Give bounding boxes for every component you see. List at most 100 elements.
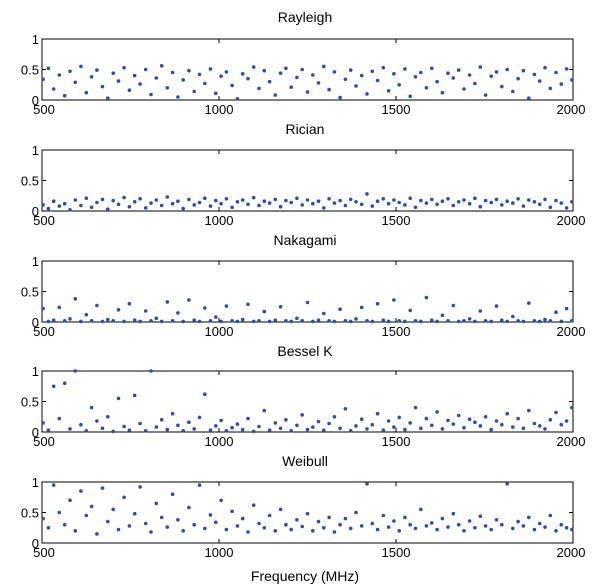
data-point — [143, 521, 148, 526]
data-point — [430, 197, 434, 202]
data-point — [79, 64, 83, 69]
data-point — [73, 529, 78, 533]
data-point — [397, 319, 402, 323]
data-point — [516, 197, 520, 201]
data-point — [187, 420, 191, 425]
data-point — [365, 427, 369, 431]
data-point — [219, 201, 223, 206]
y-tick-label: 1 — [32, 364, 39, 379]
data-point — [214, 315, 218, 319]
data-point — [446, 418, 450, 423]
data-point — [483, 415, 488, 419]
x-tick-label: 1000 — [205, 102, 234, 117]
data-point — [305, 198, 310, 202]
data-point — [111, 319, 115, 323]
panel-weibull: Weibull 500 1000 1500 2000 0 0.5 1 — [21, 453, 586, 560]
panel-title: Nakagami — [273, 232, 336, 248]
data-point — [159, 515, 164, 520]
data-point — [89, 405, 94, 410]
data-point — [95, 419, 99, 423]
data-point — [322, 311, 326, 316]
axes-frame — [41, 370, 574, 433]
data-point — [143, 67, 148, 72]
data-point — [489, 200, 494, 205]
data-point — [305, 427, 310, 432]
y-tick-label: 0 — [32, 536, 39, 551]
data-point — [62, 93, 67, 98]
data-point — [235, 97, 240, 101]
data-point — [332, 415, 337, 419]
data-point — [278, 426, 283, 431]
data-point — [473, 81, 477, 86]
data-point — [165, 195, 170, 199]
data-point — [106, 207, 110, 211]
data-point — [95, 68, 99, 72]
data-point — [300, 67, 305, 72]
data-point — [359, 417, 364, 422]
data-point — [246, 530, 250, 534]
data-point — [527, 198, 531, 202]
data-point — [338, 95, 342, 100]
data-point — [424, 416, 429, 421]
y-tick-label: 0 — [32, 315, 39, 330]
data-point — [403, 319, 407, 324]
data-point — [413, 205, 418, 210]
data-point — [73, 80, 78, 85]
x-tick-label: 2000 — [557, 434, 586, 449]
data-point — [424, 295, 429, 300]
data-point — [424, 201, 429, 205]
panel-title: Rician — [286, 121, 325, 137]
data-points — [41, 295, 574, 324]
data-point — [348, 197, 353, 202]
data-point — [240, 516, 245, 521]
y-tick-label: 1 — [32, 475, 39, 490]
panel-rician: Rician 500 1000 1500 2000 0 0.5 1 — [21, 121, 586, 228]
data-point — [537, 521, 542, 526]
data-point — [51, 384, 56, 389]
data-point — [116, 308, 121, 312]
data-point — [267, 513, 272, 518]
data-point — [564, 419, 569, 423]
data-point — [68, 498, 72, 503]
data-point — [149, 92, 153, 97]
data-point — [289, 527, 294, 532]
x-tick-label: 2000 — [557, 102, 586, 117]
data-point — [257, 424, 261, 429]
x-tick-label: 500 — [33, 102, 55, 117]
data-point — [440, 427, 445, 431]
data-point — [68, 427, 72, 431]
data-point — [208, 319, 213, 323]
data-point — [84, 196, 89, 200]
data-point — [446, 319, 450, 323]
data-point — [548, 86, 553, 91]
data-point — [467, 519, 472, 523]
data-point — [397, 83, 402, 87]
data-point — [122, 495, 126, 500]
data-point — [548, 319, 553, 323]
data-point — [370, 69, 375, 74]
data-point — [338, 307, 342, 312]
data-point — [165, 86, 170, 90]
data-point — [413, 319, 418, 323]
data-point — [386, 419, 391, 423]
data-point — [46, 206, 51, 211]
data-point — [343, 516, 348, 521]
data-point — [214, 91, 218, 96]
data-point — [559, 201, 564, 205]
y-tick-label: 0.5 — [21, 285, 39, 300]
x-tick-label: 2000 — [557, 213, 586, 228]
data-point — [354, 424, 358, 428]
data-point — [527, 408, 531, 413]
data-point — [327, 87, 331, 92]
data-point — [408, 94, 413, 99]
data-point — [451, 422, 456, 426]
data-point — [435, 79, 439, 84]
data-point — [354, 84, 358, 88]
data-point — [57, 73, 62, 77]
data-point — [462, 198, 466, 202]
data-point — [381, 197, 386, 201]
data-point — [230, 509, 234, 514]
data-point — [311, 201, 315, 206]
data-point — [154, 501, 159, 506]
